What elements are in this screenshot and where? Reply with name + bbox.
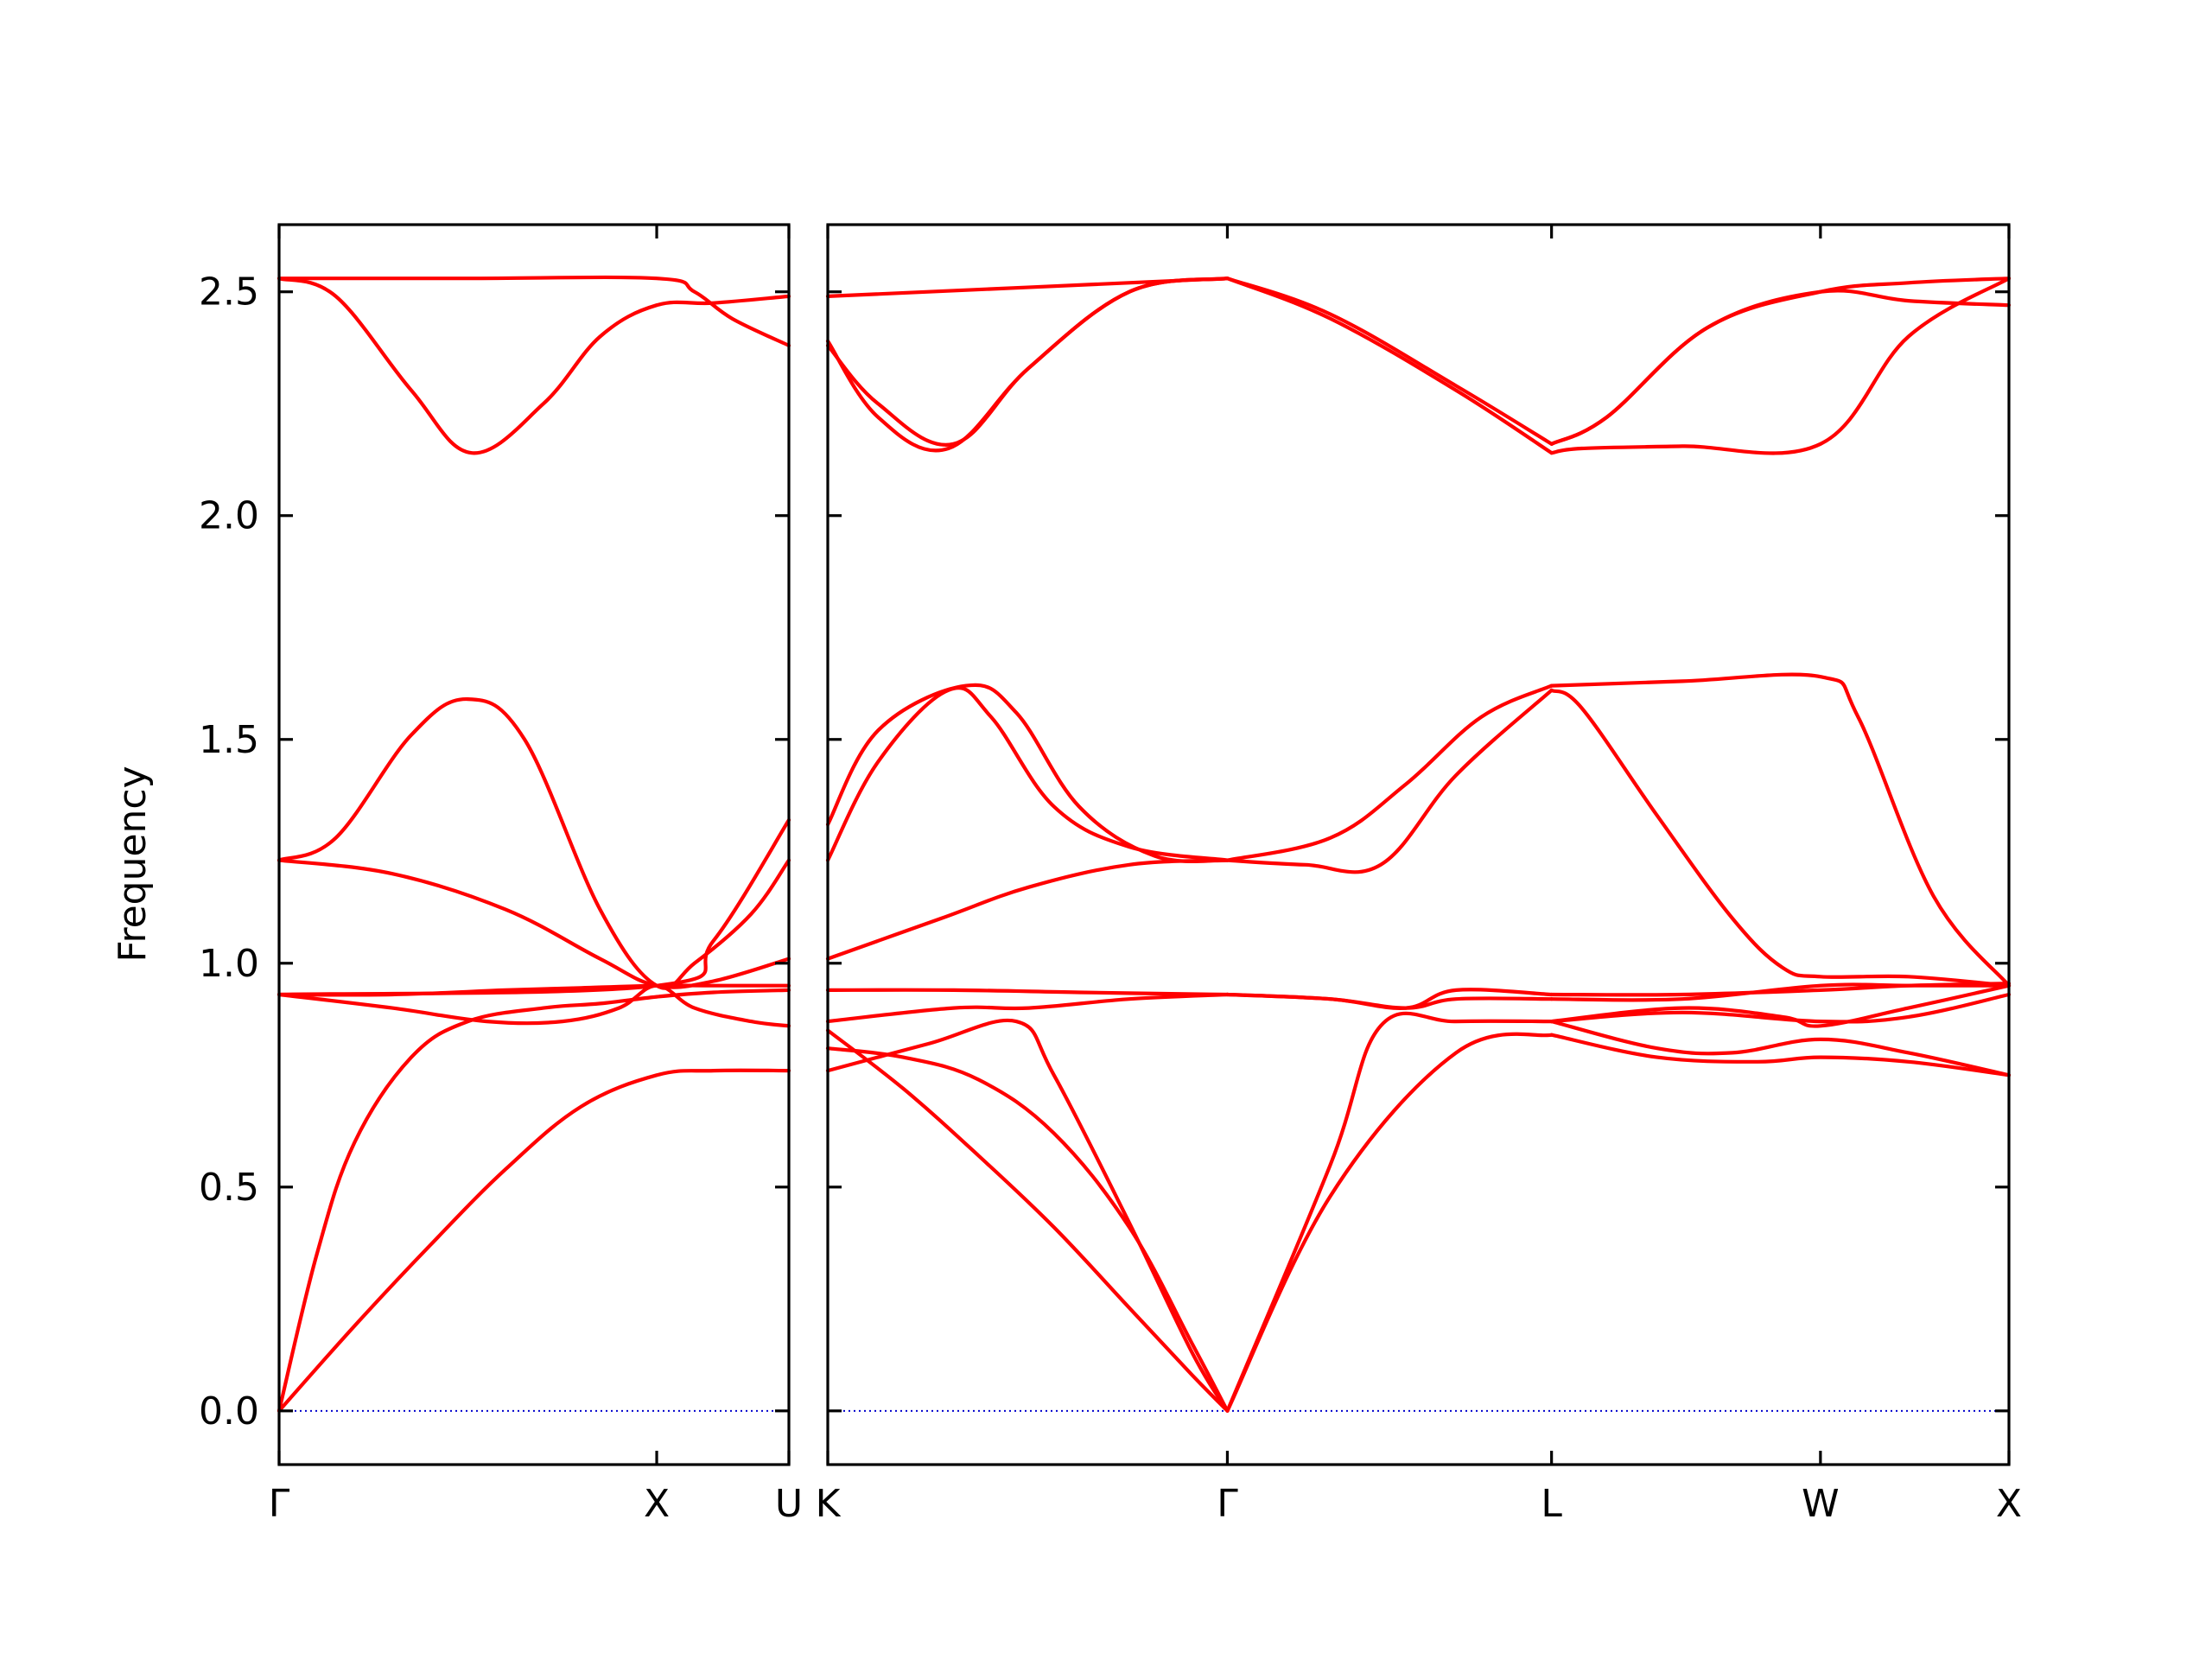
panel-frames (277, 223, 2011, 1466)
x-tick-label: K (816, 1482, 842, 1526)
y-tick-label: 0.5 (199, 1166, 259, 1210)
tick-labels: Γ X U K Γ L W X 0.0 0.5 1.0 1.5 2.0 2.5 (199, 270, 2022, 1526)
band-line (825, 683, 1230, 863)
band-line (276, 817, 791, 997)
x-tick-label: U (775, 1482, 803, 1526)
y-tick-label: 2.5 (199, 270, 259, 315)
y-axis-label: Frequency (111, 766, 155, 962)
ticks (277, 225, 2011, 1465)
band-line (1549, 992, 2012, 1024)
band-line (276, 858, 791, 989)
band-line (1225, 1032, 1554, 1413)
band-line (825, 992, 1230, 1024)
y-tick-label: 2.0 (199, 494, 259, 538)
band-line (825, 1018, 1230, 1413)
band-line (276, 276, 791, 455)
band-line (1549, 1020, 2012, 1077)
band-line (1225, 1011, 1554, 1413)
band-line (276, 1068, 791, 1413)
x-tick-label: Γ (1217, 1482, 1238, 1526)
band-line (1225, 276, 1554, 446)
panel-frame (826, 223, 2011, 1466)
panel-frame (277, 223, 791, 1466)
band-line (276, 983, 791, 1028)
band-line (276, 275, 791, 347)
x-tick-label: Γ (269, 1482, 290, 1526)
band-line (1549, 672, 2012, 988)
x-tick-label: X (644, 1482, 670, 1526)
band-line (276, 988, 791, 1413)
band-line (825, 276, 1230, 447)
band-line (1225, 988, 1554, 1010)
band-line (1225, 683, 1554, 862)
band-line (1549, 276, 2012, 446)
band-line (825, 1046, 1230, 1413)
y-tick-label: 0.0 (199, 1389, 259, 1433)
bands (276, 275, 2012, 1413)
band-line (825, 858, 1230, 961)
y-tick-label: 1.0 (199, 942, 259, 986)
band-line (825, 1028, 1230, 1413)
band-line (825, 686, 1230, 862)
band-line (825, 988, 1230, 997)
band-line (825, 276, 1230, 453)
band-line (1549, 688, 2012, 988)
x-tick-label: X (1996, 1482, 2022, 1526)
x-tick-label: W (1802, 1482, 1840, 1526)
band-line (1225, 276, 1554, 455)
band-line (1549, 983, 2012, 1028)
x-tick-label: L (1541, 1482, 1562, 1526)
band-line (1549, 276, 2012, 455)
band-line (276, 696, 791, 990)
band-line (1549, 982, 2012, 997)
band-line (1549, 1033, 2012, 1077)
y-tick-label: 1.5 (199, 718, 259, 762)
band-line (1225, 688, 1554, 874)
